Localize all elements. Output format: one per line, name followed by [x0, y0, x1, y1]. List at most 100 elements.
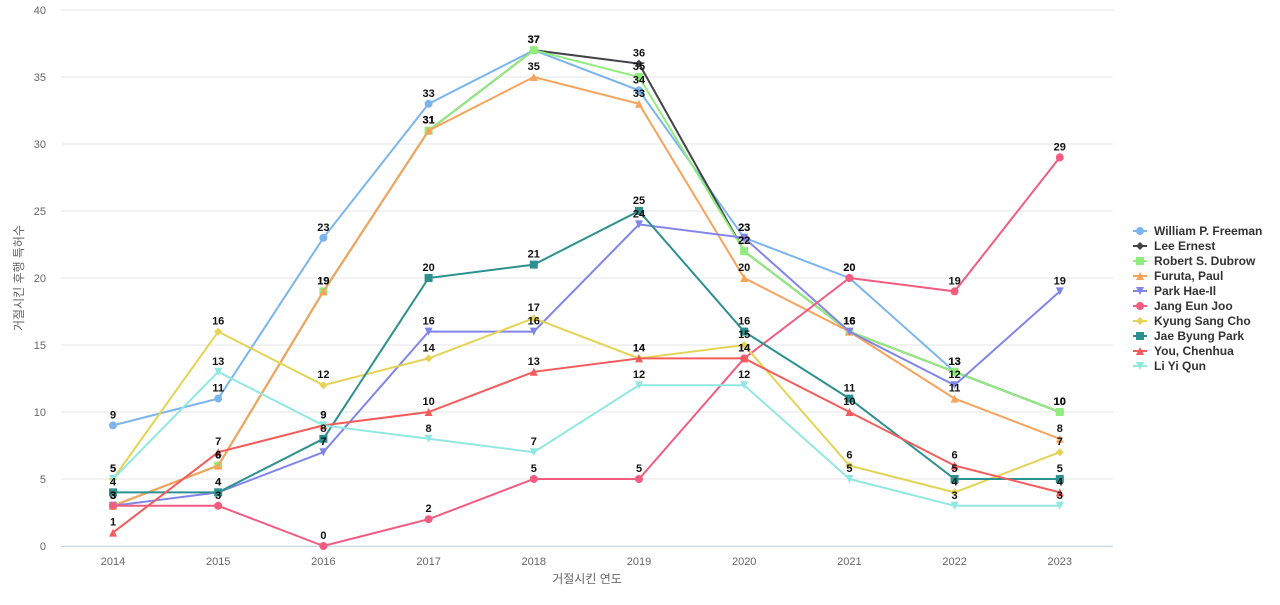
data-label: 11 — [949, 383, 961, 395]
x-tick-label: 2019 — [627, 556, 651, 568]
legend-marker — [1136, 317, 1144, 325]
data-point — [319, 421, 328, 430]
data-label: 12 — [633, 369, 645, 381]
series-8 — [109, 354, 1064, 537]
data-label: 4 — [215, 476, 222, 488]
data-label: 16 — [212, 316, 224, 328]
legend-marker — [1136, 257, 1144, 265]
y-tick-label: 10 — [34, 407, 46, 419]
data-point — [1055, 153, 1064, 162]
data-label: 21 — [528, 249, 540, 261]
data-label: 6 — [215, 450, 221, 462]
data-label: 29 — [1054, 141, 1066, 153]
data-point — [845, 461, 854, 470]
data-point — [424, 354, 433, 363]
data-point — [845, 408, 854, 416]
data-label: 4 — [215, 476, 222, 488]
data-label: 37 — [528, 34, 540, 46]
data-point — [529, 367, 538, 376]
legend-label: Li Yi Qun — [1154, 359, 1206, 373]
legend-marker — [1136, 242, 1144, 250]
data-label: 33 — [422, 88, 434, 100]
data-point — [529, 448, 538, 457]
data-point — [319, 381, 328, 390]
legend-marker — [1136, 287, 1144, 295]
data-point — [529, 260, 538, 269]
data-point — [109, 421, 117, 430]
data-label: 12 — [948, 369, 960, 381]
data-point — [950, 488, 959, 497]
data-point — [740, 274, 749, 282]
data-label: 8 — [426, 423, 432, 435]
series-9 — [109, 367, 1064, 510]
data-point — [1055, 434, 1064, 443]
data-label: 14 — [738, 342, 751, 354]
data-point — [635, 475, 643, 483]
data-label: 5 — [636, 463, 642, 475]
data-point — [950, 461, 959, 470]
data-point — [319, 448, 328, 457]
data-label: 10 — [1054, 396, 1066, 408]
data-label: 10 — [1054, 396, 1066, 408]
y-tick-label: 30 — [34, 139, 46, 151]
data-point — [424, 99, 433, 108]
data-label: 24 — [633, 208, 646, 220]
data-label: 6 — [215, 450, 221, 462]
data-point — [740, 233, 749, 242]
x-tick-label: 2021 — [837, 556, 861, 568]
data-point — [424, 126, 433, 135]
data-label: 31 — [422, 115, 434, 127]
data-point — [1055, 475, 1064, 483]
data-label: 3 — [110, 490, 116, 502]
data-point — [214, 461, 223, 470]
legend-label: Jang Eun Joo — [1154, 299, 1233, 313]
data-point — [950, 394, 959, 403]
data-point — [635, 207, 643, 215]
data-point — [109, 475, 117, 483]
data-point — [845, 327, 854, 336]
data-label: 8 — [320, 423, 326, 435]
legend-item: William P. Freeman — [1133, 224, 1262, 238]
data-label: 23 — [317, 222, 329, 234]
data-label: 7 — [1057, 436, 1063, 448]
x-tick-label: 2015 — [206, 556, 230, 568]
data-label: 22 — [738, 235, 750, 247]
data-label: 4 — [952, 476, 959, 488]
data-point — [740, 341, 749, 349]
y-tick-label: 5 — [40, 474, 46, 486]
data-label: 3 — [110, 490, 116, 502]
legend-marker — [1136, 227, 1144, 235]
data-point — [635, 86, 643, 95]
legend-marker — [1136, 272, 1144, 280]
data-point — [424, 515, 433, 524]
data-point — [319, 434, 328, 443]
data-point — [109, 501, 117, 510]
x-tick-label: 2017 — [416, 556, 440, 568]
data-point — [740, 327, 749, 336]
legend-marker — [1136, 347, 1144, 355]
data-label: 20 — [738, 262, 750, 274]
data-label: 5 — [110, 463, 116, 475]
data-point — [319, 233, 328, 242]
data-label: 14 — [633, 342, 646, 354]
series-line — [113, 209, 1060, 494]
series-lines — [109, 46, 1064, 550]
data-label: 19 — [948, 275, 960, 287]
data-label: 6 — [846, 450, 852, 462]
data-point — [635, 59, 643, 68]
data-point — [529, 475, 538, 483]
data-point — [424, 408, 433, 416]
series-7 — [109, 207, 1064, 497]
y-axis-title: 거절시킨 후행 특허수 — [11, 225, 26, 331]
y-tick-label: 0 — [40, 541, 46, 553]
data-label: 13 — [948, 356, 960, 368]
data-point — [635, 73, 643, 81]
data-label: 9 — [320, 409, 326, 421]
series-line — [112, 49, 1061, 427]
data-label: 2 — [426, 503, 432, 515]
y-tick-label: 25 — [34, 206, 46, 218]
series-line — [112, 357, 1061, 534]
data-point — [740, 381, 749, 390]
